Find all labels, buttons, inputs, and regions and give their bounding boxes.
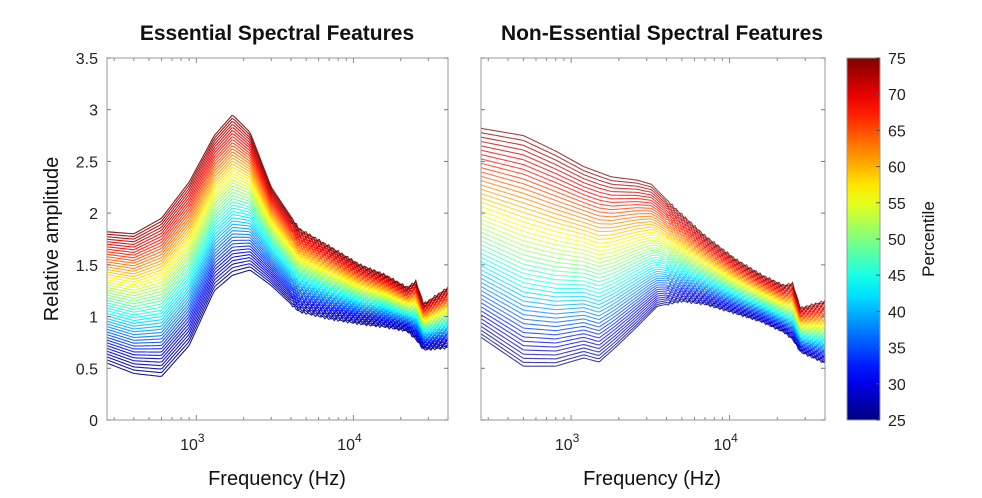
x-tick-label: 104 — [713, 431, 738, 454]
y-tick-label: 1.5 — [76, 258, 98, 275]
percentile-line — [106, 198, 449, 330]
x-ticks-non-essential: 103 104 — [487, 58, 826, 454]
x-axis-label-essential: Frequency (Hz) — [208, 468, 346, 490]
percentile-line — [106, 260, 449, 367]
percentile-line — [106, 114, 449, 306]
x-tick-label: 103 — [555, 431, 580, 454]
percentile-line — [480, 270, 826, 346]
percentile-line — [106, 204, 449, 332]
percentile-line — [480, 127, 826, 310]
percentile-line — [106, 189, 449, 327]
colorbar-ticks: 25 30 35 40 45 50 55 60 65 70 75 — [876, 51, 906, 430]
percentile-line — [480, 227, 826, 333]
colorbar-tick-label: 70 — [888, 87, 906, 104]
percentile-line — [480, 205, 826, 327]
percentile-line — [480, 188, 826, 323]
colorbar-gradient — [846, 57, 881, 421]
colorbar-tick-label: 55 — [888, 196, 906, 213]
percentile-line — [106, 123, 449, 308]
colorbar-tick-label: 65 — [888, 123, 906, 140]
panel-title-non-essential: Non-Essential Spectral Features — [501, 22, 823, 45]
percentile-line — [480, 210, 826, 328]
x-axis-label-non-essential: Frequency (Hz) — [583, 468, 721, 490]
line-family-non-essential — [480, 127, 826, 367]
colorbar-tick-label: 60 — [888, 160, 906, 177]
percentile-line — [106, 230, 449, 339]
percentile-line — [106, 173, 449, 323]
panel-title-essential: Essential Spectral Features — [140, 22, 414, 45]
y-ticks-essential: 0 0.5 1 1.5 2 2.5 3 3.5 — [76, 51, 448, 430]
y-axis-label: Relative amplitude — [41, 157, 63, 322]
percentile-line — [480, 231, 826, 334]
percentile-line — [106, 170, 449, 321]
y-tick-label: 2.5 — [76, 154, 98, 171]
percentile-line — [480, 277, 826, 350]
percentile-line — [106, 245, 449, 350]
percentile-line — [480, 223, 826, 331]
colorbar-tick-label: 40 — [888, 304, 906, 321]
percentile-line — [106, 248, 449, 353]
colorbar-tick-label: 25 — [888, 413, 906, 430]
percentile-line — [106, 142, 449, 314]
percentile-line — [106, 130, 449, 310]
percentile-line — [480, 265, 826, 344]
percentile-line — [480, 162, 826, 317]
y-tick-label: 0.5 — [76, 361, 98, 378]
percentile-line — [106, 233, 449, 340]
percentile-line — [106, 127, 449, 309]
percentile-line — [480, 149, 826, 314]
percentile-line — [106, 154, 449, 316]
colorbar-tick-label: 45 — [888, 268, 906, 285]
percentile-line — [480, 295, 826, 362]
percentile-line — [480, 268, 826, 344]
percentile-line — [106, 217, 449, 335]
colorbar-tick-label: 35 — [888, 341, 906, 358]
y-ticks-non-essential — [481, 57, 825, 421]
percentile-line — [106, 185, 449, 325]
x-tick-label: 103 — [180, 431, 205, 454]
percentile-line — [106, 201, 449, 330]
percentile-line — [106, 263, 449, 370]
percentile-line — [106, 157, 449, 318]
x-tick-label: 104 — [337, 431, 362, 454]
x-ticks-essential: 103 104 — [113, 58, 449, 454]
colorbar-label: Percentile — [919, 201, 938, 277]
colorbar-tick-label: 30 — [888, 377, 906, 394]
y-tick-label: 3.5 — [76, 51, 98, 68]
percentile-line — [106, 182, 449, 325]
y-tick-label: 0 — [89, 413, 98, 430]
percentile-line — [480, 167, 826, 318]
percentile-line — [480, 140, 826, 313]
percentile-line — [480, 286, 826, 356]
axes-box-essential — [106, 57, 449, 421]
y-tick-label: 3 — [89, 103, 98, 120]
y-tick-label: 2 — [89, 206, 98, 223]
percentile-line — [106, 220, 449, 336]
percentile-line — [106, 214, 449, 334]
panel-essential: Essential Spectral Features 0 0.5 1 1.5 2 2.5… — [41, 22, 449, 490]
line-family-essential — [106, 114, 449, 377]
percentile-line — [480, 248, 826, 339]
panel-non-essential: Non-Essential Spectral Features 103 104 F… — [480, 22, 826, 490]
percentile-line — [106, 139, 449, 312]
percentile-line — [480, 295, 826, 362]
colorbar-tick-label: 75 — [888, 51, 906, 68]
colorbar-tick-label: 50 — [888, 232, 906, 249]
percentile-line — [480, 184, 826, 322]
axes-box-non-essential — [480, 57, 826, 421]
y-tick-label: 1 — [89, 310, 98, 327]
percentile-line — [480, 287, 826, 357]
percentile-line — [480, 279, 826, 351]
colorbar: 25 30 35 40 45 50 55 60 65 70 75 Percentile — [846, 51, 938, 430]
percentile-line — [480, 252, 826, 340]
percentile-line — [480, 145, 826, 313]
percentile-line — [480, 244, 826, 338]
